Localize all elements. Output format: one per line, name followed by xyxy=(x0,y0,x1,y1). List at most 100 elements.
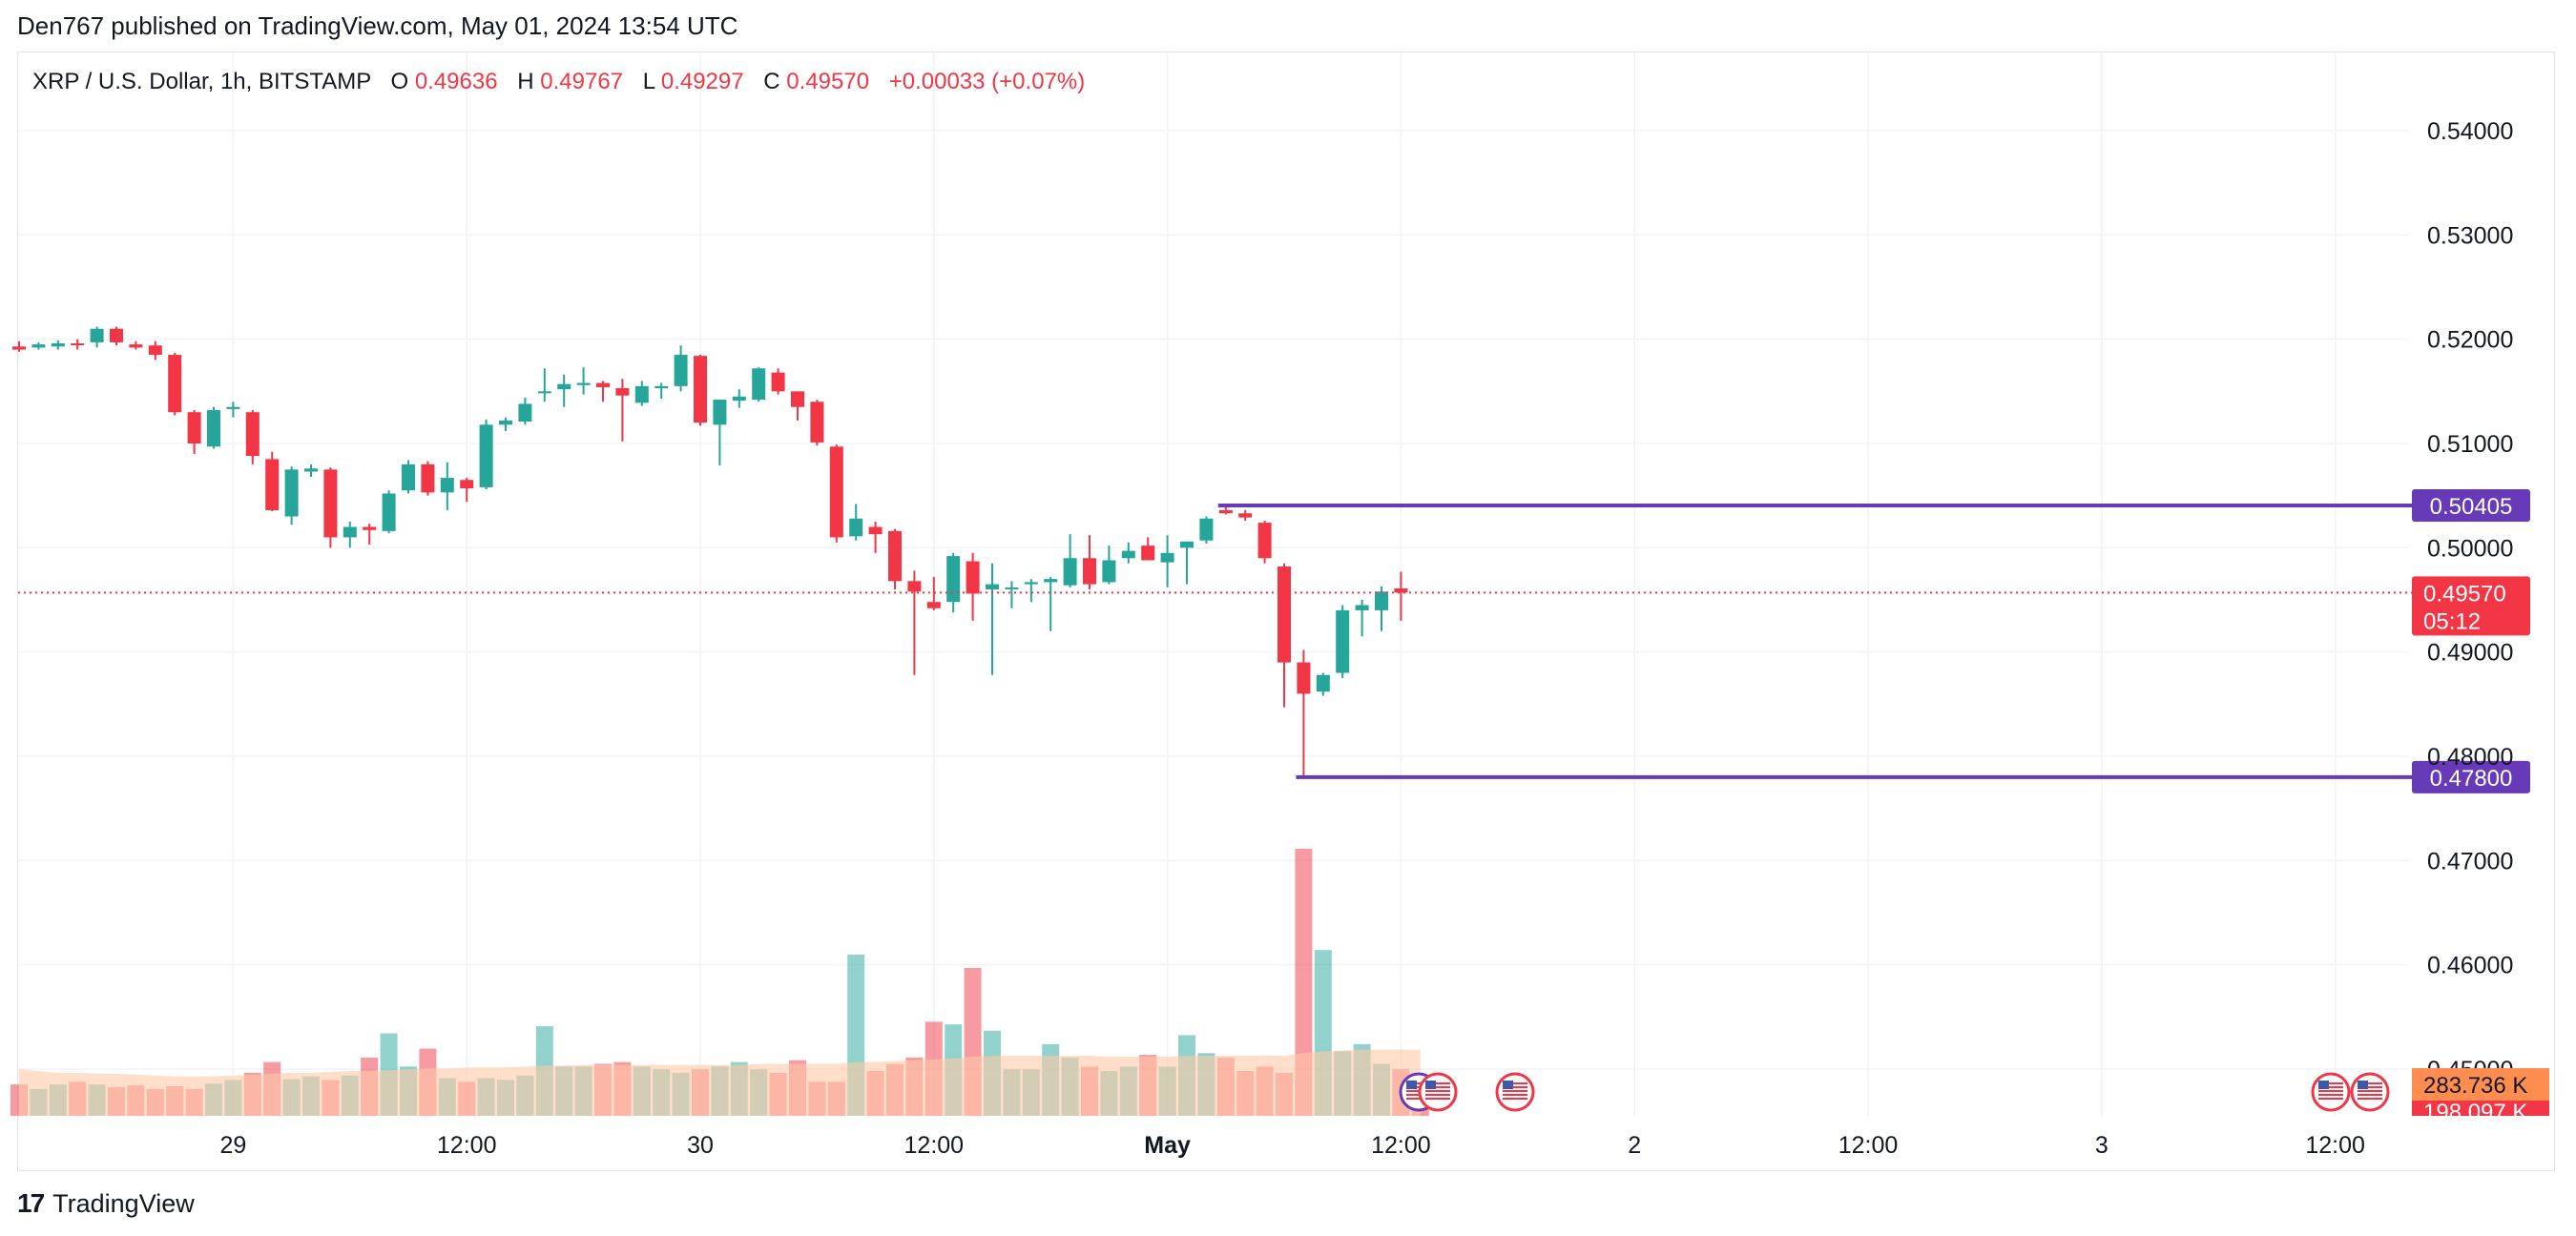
flag-stripe xyxy=(1406,1098,1431,1100)
us-flag-event-icon[interactable] xyxy=(1418,1072,1458,1112)
level-label-bg xyxy=(2412,489,2530,523)
flag-canton xyxy=(1425,1081,1436,1089)
candle-body xyxy=(771,372,785,392)
us-flag-event-icon[interactable] xyxy=(2350,1072,2390,1112)
flag-canton xyxy=(2358,1081,2368,1089)
flag-stripe xyxy=(1425,1094,1450,1096)
price-tick-label: 0.47000 xyxy=(2427,848,2513,875)
candle-body xyxy=(148,345,162,356)
candles xyxy=(12,326,1408,777)
price-axis: 0.54000 0.53000 0.52000 0.51000 0.50000 0.490… xyxy=(2412,118,2549,1116)
legend: XRP / U.S. Dollar, 1h, BITSTAMP O 0.4963… xyxy=(32,69,1085,94)
flag-canton xyxy=(1406,1081,1417,1089)
us-flag-event-icon[interactable] xyxy=(1495,1072,1535,1112)
time-tick-label: 29 xyxy=(219,1132,246,1159)
flag-canton xyxy=(1503,1081,1513,1089)
legend-high-value: 0.49767 xyxy=(540,69,623,94)
time-tick-label: 2 xyxy=(1628,1132,1641,1159)
last-price-label-bg xyxy=(2412,576,2530,636)
candle-body xyxy=(460,480,474,489)
volume-label: 283.736 K xyxy=(2423,1073,2527,1099)
flag-stripe xyxy=(1503,1082,1527,1084)
price-tick-label: 0.46000 xyxy=(2427,953,2513,979)
candle-body xyxy=(810,402,824,443)
flag-stripe xyxy=(1406,1082,1431,1084)
publish-line: Den767 published on TradingView.com, May… xyxy=(17,11,738,40)
candle-body xyxy=(1297,662,1311,694)
time-tick-label: May xyxy=(1144,1132,1191,1159)
candle-body xyxy=(1394,587,1408,593)
flag-stripe xyxy=(2358,1094,2382,1096)
candle-body xyxy=(245,412,260,457)
candle-body xyxy=(1141,546,1155,561)
time-tick-label: 12:00 xyxy=(1371,1132,1431,1159)
flag-stripe xyxy=(1425,1082,1450,1084)
flag-stripe xyxy=(1503,1090,1527,1092)
candle-body xyxy=(1218,509,1233,514)
legend-low-label: L xyxy=(643,69,655,94)
level-label: 0.50405 xyxy=(2430,494,2513,520)
candle-body xyxy=(343,526,357,538)
time-tick-label: 30 xyxy=(687,1132,714,1159)
flag-stripe xyxy=(1425,1090,1450,1092)
price-tick-label: 0.49000 xyxy=(2427,640,2513,667)
candle-body xyxy=(732,396,746,402)
flag-stripe xyxy=(2318,1090,2343,1092)
candle-body xyxy=(829,446,843,538)
price-tick-label: 0.48000 xyxy=(2427,744,2513,771)
candle-body xyxy=(284,469,299,517)
legend-low-value: 0.49297 xyxy=(661,69,744,94)
candle-body xyxy=(1180,541,1194,548)
candle-body xyxy=(110,328,123,342)
flag-canton xyxy=(2318,1081,2329,1089)
candle-body xyxy=(986,584,999,590)
volume-pane xyxy=(10,849,1429,1116)
last-price-countdown: 05:12 xyxy=(2423,608,2481,634)
candle-body xyxy=(31,344,46,348)
legend-symbol: XRP / U.S. Dollar, 1h, BITSTAMP xyxy=(32,69,371,94)
candle-body xyxy=(187,412,201,443)
candle-body xyxy=(440,478,454,493)
tradingview-logo: 17 xyxy=(17,1188,45,1218)
flag-stripe xyxy=(1425,1086,1450,1088)
legend-open-label: O xyxy=(390,69,408,94)
candle-body xyxy=(499,420,512,425)
candle-body xyxy=(1024,582,1038,585)
last-price-label: 0.49570 xyxy=(2423,581,2506,607)
flag-stripe xyxy=(1503,1086,1527,1088)
level-label-bg xyxy=(2412,760,2530,793)
candle-body xyxy=(1083,558,1096,585)
candle-body xyxy=(576,382,591,385)
price-tick-label: 0.51000 xyxy=(2427,431,2513,458)
time-tick-label: 12:00 xyxy=(437,1132,497,1159)
candle-body xyxy=(1044,579,1058,583)
candle-body xyxy=(674,355,688,386)
candle-body xyxy=(926,602,941,608)
flag-stripe xyxy=(2358,1090,2382,1092)
flag-stripe xyxy=(1425,1098,1450,1100)
time-tick-label: 3 xyxy=(2095,1132,2109,1159)
candle-body xyxy=(363,526,377,530)
flag-stripe xyxy=(2318,1094,2343,1096)
candle-body xyxy=(888,530,902,582)
candle-body xyxy=(168,355,182,413)
candle-body xyxy=(421,464,435,493)
us-flag-event-icon[interactable] xyxy=(2311,1072,2351,1112)
candle-body xyxy=(323,469,338,538)
candle-body xyxy=(868,526,883,535)
candle-body xyxy=(1316,674,1330,692)
candle-body xyxy=(90,328,104,342)
legend-high-label: H xyxy=(517,69,533,94)
candle-body xyxy=(946,556,961,603)
time-tick-label: 12:00 xyxy=(904,1132,965,1159)
candle-body xyxy=(1102,560,1116,583)
candle-body xyxy=(402,464,415,491)
candle-body xyxy=(713,400,727,425)
chart-frame xyxy=(17,52,2555,1171)
candle-body xyxy=(1375,591,1388,610)
candle-body xyxy=(1278,566,1291,663)
candle-body xyxy=(849,518,863,537)
flag-stripe xyxy=(2358,1082,2382,1084)
candle-body xyxy=(694,356,707,423)
